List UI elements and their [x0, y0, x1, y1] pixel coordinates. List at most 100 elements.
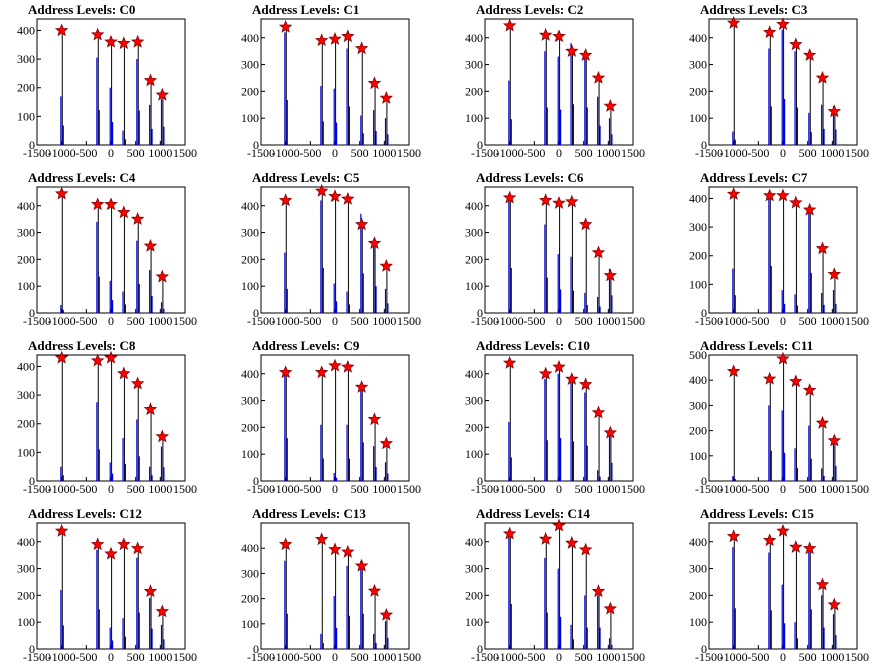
y-tick-label: 400 — [241, 367, 259, 381]
x-tick-label: -500 — [747, 650, 769, 664]
chart-title: Address Levels: C6 — [476, 170, 584, 185]
peak-marker-star — [789, 37, 803, 51]
x-tick-label: 1500 — [173, 314, 197, 328]
x-tick-label: -1000 — [496, 482, 524, 496]
peak-marker-star — [54, 23, 69, 37]
y-tick-label: 400 — [241, 199, 259, 213]
x-tick-label: 0 — [332, 482, 338, 496]
peak-marker-star — [762, 371, 777, 385]
peak-marker-star — [90, 353, 105, 367]
chart-panel-c4: Address Levels: C4 0 100 200 300 400 -1500 -100… — [0, 168, 224, 336]
y-tick-label: 500 — [689, 348, 707, 362]
chart-svg-c7: Address Levels: C7 0 100 200 300 400 -1500-100… — [689, 170, 869, 328]
chart-panel-c12: Address Levels: C12 0 100 200 300 400 -1500 -10… — [0, 504, 224, 672]
chart-panel-c1: Address Levels: C1 0 100 200 300 400 -1500 -100… — [224, 0, 448, 168]
x-tick-label: 0 — [556, 146, 562, 160]
peak-marker-star — [603, 99, 618, 112]
x-tick-label: -500 — [75, 146, 97, 160]
x-tick-label: -1000 — [720, 482, 748, 496]
y-tick-label: 100 — [465, 447, 483, 461]
peak-marker-star — [603, 601, 618, 615]
chart-svg-c14: Address Levels: C14 0 100 200 300 400 -1500-10… — [465, 506, 645, 664]
y-tick-label: 200 — [17, 252, 35, 266]
chart-title: Address Levels: C11 — [700, 338, 813, 353]
x-tick-label: -500 — [747, 314, 769, 328]
y-tick-label: 100 — [241, 279, 259, 293]
peak-marker-star — [143, 73, 158, 87]
peak-marker-star — [143, 238, 158, 252]
peak-marker-star — [117, 366, 131, 380]
chart-title: Address Levels: C13 — [252, 506, 366, 521]
peak-marker-star — [341, 29, 355, 43]
y-tick-label: 0 — [701, 306, 707, 320]
x-tick-label: 0 — [556, 482, 562, 496]
x-tick-label: -1500 — [247, 146, 275, 160]
x-tick-label: 500 — [351, 146, 369, 160]
peak-marker-star — [789, 540, 803, 553]
x-tick-label: 500 — [575, 146, 593, 160]
x-tick-label: -1500 — [471, 482, 499, 496]
x-tick-label: 1500 — [845, 314, 869, 328]
peak-marker-star — [802, 383, 817, 397]
peak-marker-star — [603, 425, 618, 439]
y-tick-label: 200 — [465, 588, 483, 602]
chart-svg-c11: Address Levels: C11 0 100 200 300 400 500 -1500… — [689, 338, 869, 496]
y-tick-label: 400 — [689, 373, 707, 387]
x-tick-label: -1500 — [695, 650, 723, 664]
chart-panel-c9: Address Levels: C9 0 100 200 300 400 -1500 -100… — [224, 336, 448, 504]
y-tick-label: 300 — [241, 566, 259, 580]
y-tick-label: 100 — [689, 277, 707, 291]
peak-marker-star — [155, 269, 170, 283]
y-tick-label: 300 — [465, 562, 483, 576]
peak-marker-star — [117, 537, 131, 551]
y-tick-label: 100 — [465, 279, 483, 293]
peak-marker-star — [538, 27, 553, 41]
chart-title: Address Levels: C0 — [28, 2, 135, 17]
x-tick-label: 500 — [575, 314, 593, 328]
x-tick-label: 1000 — [596, 482, 620, 496]
peak-marker-star — [278, 19, 293, 33]
chart-title: Address Levels: C9 — [252, 338, 360, 353]
y-tick-label: 0 — [253, 306, 259, 320]
y-tick-label: 100 — [241, 447, 259, 461]
x-tick-label: -500 — [299, 482, 321, 496]
x-tick-label: 1500 — [173, 482, 197, 496]
chart-title: Address Levels: C10 — [476, 338, 590, 353]
peak-marker-star — [827, 104, 842, 118]
peak-marker-star — [815, 577, 830, 591]
peak-marker-star — [827, 597, 842, 611]
peak-marker-star — [379, 607, 394, 621]
y-tick-label: 300 — [17, 226, 35, 240]
x-tick-label: -500 — [75, 314, 97, 328]
peak-marker-star — [54, 523, 69, 537]
y-tick-label: 300 — [465, 58, 483, 72]
chart-title: Address Levels: C3 — [700, 2, 808, 17]
chart-svg-c10: Address Levels: C10 0 100 200 300 400 -1500-10… — [465, 338, 645, 496]
peak-marker-star — [538, 531, 553, 545]
chart-panel-c15: Address Levels: C15 0 100 200 300 400 -1500 -10… — [672, 504, 896, 672]
x-tick-label: 1000 — [820, 482, 844, 496]
y-tick-label: 100 — [241, 111, 259, 125]
peak-marker-star — [565, 536, 579, 549]
x-tick-label: -500 — [523, 482, 545, 496]
y-tick-label: 400 — [17, 199, 35, 213]
x-tick-label: 500 — [127, 482, 145, 496]
chart-svg-c15: Address Levels: C15 0 100 200 300 400 -1500-10… — [689, 506, 869, 664]
y-tick-label: 100 — [689, 449, 707, 463]
y-tick-label: 300 — [17, 52, 35, 66]
peak-marker-star — [565, 194, 579, 208]
peak-marker-star — [367, 412, 382, 426]
peak-marker-star — [538, 193, 553, 207]
peak-marker-star — [143, 402, 158, 416]
peak-marker-star — [354, 558, 369, 572]
y-tick-label: 0 — [253, 138, 259, 152]
x-tick-label: 1500 — [397, 314, 421, 328]
peak-marker-star — [54, 350, 69, 364]
peak-marker-star — [502, 190, 517, 204]
peak-marker-star — [565, 44, 579, 57]
y-tick-label: 300 — [689, 58, 707, 72]
x-tick-label: -1000 — [272, 482, 300, 496]
x-tick-label: 0 — [332, 314, 338, 328]
x-tick-label: 1000 — [820, 146, 844, 160]
x-tick-label: 0 — [332, 146, 338, 160]
